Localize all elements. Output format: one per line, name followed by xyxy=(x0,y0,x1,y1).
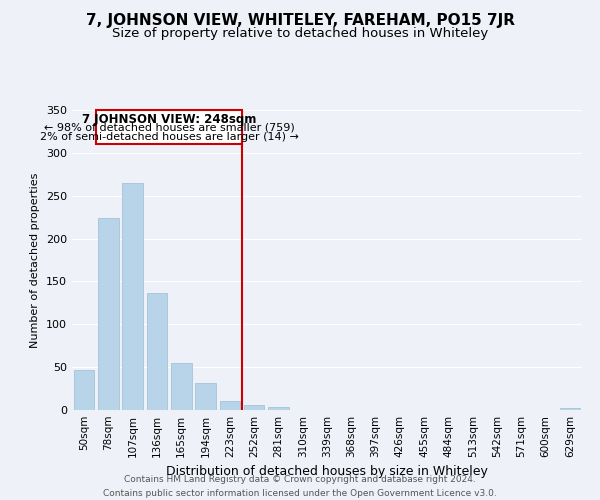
Bar xyxy=(195,382,216,410)
Text: ← 98% of detached houses are smaller (759): ← 98% of detached houses are smaller (75… xyxy=(44,122,295,132)
Bar xyxy=(74,370,94,410)
Text: Contains HM Land Registry data © Crown copyright and database right 2024.
Contai: Contains HM Land Registry data © Crown c… xyxy=(103,476,497,498)
Bar xyxy=(146,292,167,410)
Bar xyxy=(220,400,240,410)
Bar xyxy=(244,405,265,410)
Text: 2% of semi-detached houses are larger (14) →: 2% of semi-detached houses are larger (1… xyxy=(40,132,299,142)
X-axis label: Distribution of detached houses by size in Whiteley: Distribution of detached houses by size … xyxy=(166,466,488,478)
Y-axis label: Number of detached properties: Number of detached properties xyxy=(31,172,40,348)
Text: 7 JOHNSON VIEW: 248sqm: 7 JOHNSON VIEW: 248sqm xyxy=(82,113,256,126)
Text: 7, JOHNSON VIEW, WHITELEY, FAREHAM, PO15 7JR: 7, JOHNSON VIEW, WHITELEY, FAREHAM, PO15… xyxy=(86,12,515,28)
Bar xyxy=(560,408,580,410)
Bar xyxy=(171,363,191,410)
Text: Size of property relative to detached houses in Whiteley: Size of property relative to detached ho… xyxy=(112,28,488,40)
Bar xyxy=(268,408,289,410)
Bar xyxy=(98,218,119,410)
FancyBboxPatch shape xyxy=(96,110,242,144)
Bar xyxy=(122,183,143,410)
